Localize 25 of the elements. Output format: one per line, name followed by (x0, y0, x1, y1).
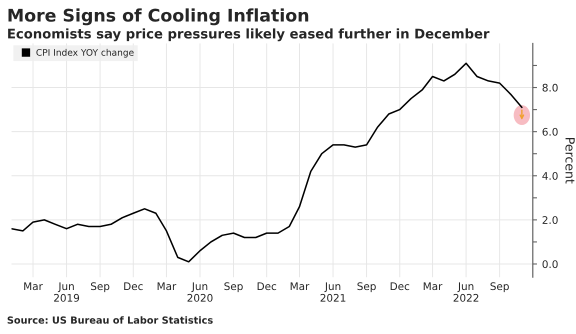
y-axis-title: Percent (565, 138, 575, 184)
y-tick-label: 0.0 (542, 260, 558, 268)
source-note: Source: US Bureau of Labor Statistics (8, 316, 213, 324)
x-tick-label: Sep (357, 282, 376, 292)
x-tick-label: Dec (124, 282, 143, 290)
x-tick-label: Jun 2019 (54, 282, 80, 302)
x-tick-label: Sep (90, 282, 110, 292)
y-tick-label: 4.0 (542, 172, 558, 180)
x-tick-label: Sep (224, 282, 243, 292)
x-tick-label: Jun 2022 (454, 282, 478, 302)
legend-label: CPI Index YOY change (36, 48, 134, 58)
chart-subtitle: Economists say price pressures likely eased further in December (8, 28, 490, 42)
x-tick-label: Dec (258, 282, 276, 290)
x-tick-label: Jun 2020 (187, 282, 213, 302)
x-tick-label: Mar (290, 282, 310, 290)
y-tick-label: 2.0 (542, 216, 558, 224)
chart-title: More Signs of Cooling Inflation (8, 8, 308, 26)
x-tick-label: Mar (158, 282, 176, 290)
x-tick-label: Jun 2021 (320, 282, 346, 302)
x-tick-label: Sep (490, 282, 509, 292)
x-tick-label: Mar (424, 282, 442, 290)
y-tick-label: 8.0 (542, 84, 558, 92)
y-tick-label: 6.0 (542, 128, 558, 136)
x-tick-label: Dec (390, 282, 410, 290)
x-tick-label: Mar (24, 282, 43, 290)
